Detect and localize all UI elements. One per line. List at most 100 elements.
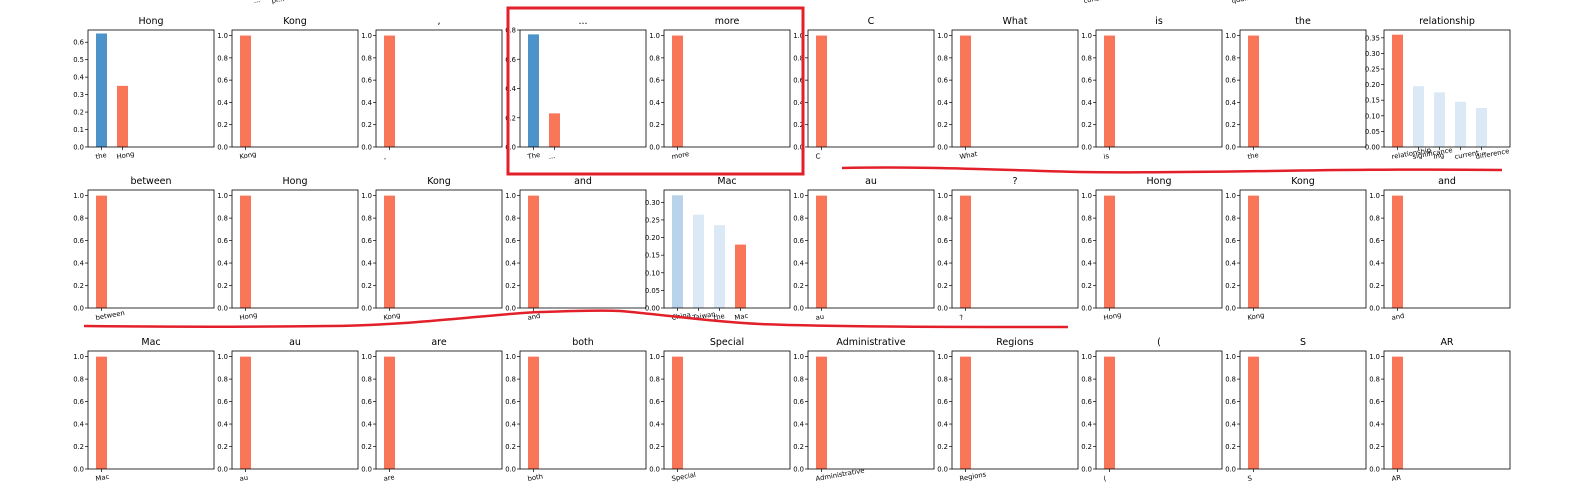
- y-tick-label: 0.2: [73, 282, 84, 290]
- x-tick-label: difference: [1475, 147, 1510, 161]
- subplot-title: Hong: [138, 16, 163, 27]
- y-tick-label: 0.4: [361, 99, 372, 107]
- x-tick-label: Hong: [116, 150, 135, 161]
- axes-frame: [519, 350, 647, 470]
- bar: [384, 35, 395, 148]
- y-tick-label: 0.8: [1081, 376, 1092, 384]
- x-tick-label: AR: [1391, 473, 1402, 483]
- bar: [693, 214, 704, 308]
- y-tick-label: 0.0: [1081, 144, 1092, 152]
- y-tick-label: 1.0: [73, 353, 84, 361]
- y-tick-label: 0.4: [1225, 421, 1236, 429]
- y-tick-label: 0.0: [1225, 144, 1236, 152]
- y-tick-label: 0.10: [1365, 112, 1380, 120]
- y-tick-label: 0.8: [1225, 54, 1236, 62]
- y-tick-label: 0.00: [1365, 144, 1380, 152]
- y-tick-label: 0.8: [1225, 376, 1236, 384]
- y-tick-label: 0.4: [73, 260, 84, 268]
- y-tick-label: 0.4: [361, 260, 372, 268]
- subplot-title: Hong: [282, 176, 307, 187]
- y-tick-label: 1.0: [73, 192, 84, 200]
- subplot-title: Kong: [1291, 176, 1315, 187]
- subplot-title: Kong: [427, 176, 451, 187]
- y-tick-label: 0.2: [793, 443, 804, 451]
- y-tick-label: 0.2: [73, 443, 84, 451]
- y-tick-label: 0.4: [937, 99, 948, 107]
- bar: [96, 33, 107, 147]
- red-annotations: [83, 6, 1503, 329]
- y-tick-label: 0.6: [649, 398, 660, 406]
- subplot-title: C: [868, 16, 875, 27]
- axes-frame: [1239, 29, 1367, 148]
- y-tick-label: 0.6: [361, 77, 372, 85]
- y-tick-label: 0.4: [73, 421, 84, 429]
- bar: [240, 195, 251, 308]
- y-tick-label: 0.4: [649, 421, 660, 429]
- subplot-title: Mac: [141, 337, 160, 348]
- y-tick-label: 0.6: [649, 77, 660, 85]
- y-tick-label: 0.8: [505, 27, 516, 35]
- y-tick-label: 0.30: [1365, 50, 1380, 58]
- subplot-title: S: [1300, 337, 1306, 348]
- axes-frame: [87, 189, 215, 309]
- y-tick-label: 0.0: [1225, 305, 1236, 313]
- y-tick-label: 0.8: [505, 215, 516, 223]
- axes-frame: [1239, 350, 1367, 470]
- bar: [528, 34, 539, 148]
- y-tick-label: 1.0: [361, 192, 372, 200]
- y-tick-label: 0.4: [217, 99, 228, 107]
- subplot-3: ,, 0.0 0.2 0.4 0.6 0.8 1.0: [361, 16, 503, 161]
- y-tick-label: 1.0: [1081, 32, 1092, 40]
- axes-frame: [1095, 350, 1223, 470]
- y-tick-label: 0.6: [1081, 237, 1092, 245]
- bar: [240, 35, 251, 148]
- y-tick-label: 0.4: [793, 260, 804, 268]
- axes-frame: [375, 350, 503, 470]
- y-tick-label: 0.4: [1081, 260, 1092, 268]
- y-tick-label: 0.2: [217, 282, 228, 290]
- y-tick-label: 0.8: [1369, 376, 1380, 384]
- subplot-title: and: [574, 176, 592, 187]
- y-tick-label: 0.2: [361, 443, 372, 451]
- y-tick-label: 1.0: [217, 192, 228, 200]
- y-tick-label: 0.4: [217, 260, 228, 268]
- subplot-title: au: [865, 176, 877, 187]
- bar: [1476, 108, 1487, 147]
- bar: [1392, 34, 1403, 147]
- x-tick-label: Regions: [959, 470, 987, 483]
- y-tick-label: 0.4: [937, 260, 948, 268]
- bar: [117, 85, 128, 147]
- y-tick-label: 1.0: [505, 353, 516, 361]
- y-tick-label: 0.0: [217, 305, 228, 313]
- y-tick-label: 1.0: [793, 192, 804, 200]
- y-tick-label: 0.05: [645, 287, 660, 295]
- y-tick-label: 0.2: [649, 443, 660, 451]
- y-tick-label: 0.0: [1081, 305, 1092, 313]
- y-tick-label: 0.8: [937, 215, 948, 223]
- y-tick-label: 0.6: [793, 398, 804, 406]
- y-tick-label: 1.0: [361, 353, 372, 361]
- y-tick-label: 0.2: [1081, 443, 1092, 451]
- y-tick-label: 0.4: [793, 99, 804, 107]
- y-tick-label: 0.0: [505, 305, 516, 313]
- y-tick-label: 0.2: [1369, 282, 1380, 290]
- axes-frame: [951, 350, 1079, 470]
- y-tick-label: 0.0: [73, 305, 84, 313]
- y-tick-label: 0.4: [1081, 421, 1092, 429]
- axes-frame: [1095, 29, 1223, 148]
- y-tick-label: 0.6: [217, 398, 228, 406]
- y-tick-label: 0.4: [649, 99, 660, 107]
- subplot-20: and and 0.0 0.2 0.4 0.6 0.8 1.0: [1369, 176, 1511, 322]
- y-tick-label: 0.8: [73, 376, 84, 384]
- y-tick-label: 0.2: [649, 121, 660, 129]
- axes-frame: [807, 29, 935, 148]
- y-tick-label: 0.25: [645, 216, 660, 224]
- bar: [1104, 195, 1115, 308]
- x-tick-label: Hong: [1103, 311, 1122, 322]
- subplot-title: ...: [578, 16, 587, 27]
- x-tick-label: ...: [548, 152, 556, 161]
- subplot-17: ?? 0.0 0.2 0.4 0.6 0.8 1.0: [937, 176, 1079, 322]
